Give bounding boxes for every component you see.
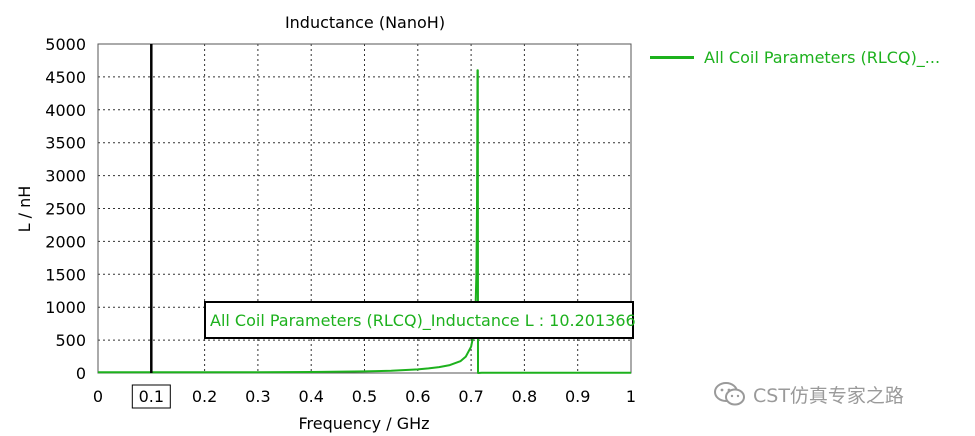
y-tick-label: 5000 [45, 35, 86, 54]
y-axis-label: L / nH [15, 186, 34, 233]
series-line [98, 69, 631, 374]
legend-label: All Coil Parameters (RLCQ)_... [704, 48, 941, 67]
x-tick-label: 0 [93, 387, 103, 406]
x-tick-label: 0.6 [405, 387, 430, 406]
x-axis-ticks: 0 0.1 0.2 0.3 0.4 0.5 0.6 0.7 0.8 0.9 1 [93, 387, 636, 406]
y-tick-label: 0 [76, 364, 86, 383]
x-tick-label: 0.7 [458, 387, 483, 406]
wechat-icon [714, 382, 745, 406]
y-tick-label: 4500 [45, 68, 86, 87]
watermark-text: CST仿真专家之路 [753, 384, 904, 407]
x-tick-label: 0.3 [245, 387, 270, 406]
x-tick-label: 0.5 [352, 387, 377, 406]
marker-layer[interactable]: 0.1 [131, 44, 171, 409]
plot-frame [97, 43, 632, 374]
watermark: CST仿真专家之路 [713, 380, 904, 408]
marker-label-box [131, 384, 171, 409]
y-tick-label: 1500 [45, 265, 86, 284]
y-tick-label: 500 [55, 331, 86, 350]
chart-title: Inductance (NanoH) [285, 13, 445, 32]
x-axis-label: Frequency / GHz [298, 414, 429, 433]
x-tick-label: 0.2 [192, 387, 217, 406]
y-tick-label: 3500 [45, 134, 86, 153]
y-tick-label: 4000 [45, 101, 86, 120]
y-tick-label: 3000 [45, 167, 86, 186]
x-tick-label: 1 [626, 387, 636, 406]
legend: All Coil Parameters (RLCQ)_... [650, 48, 940, 67]
y-axis-ticks: 0 500 1000 1500 2000 2500 3000 3500 4000 4500 5000 [45, 35, 86, 383]
x-tick-label: 0.8 [512, 387, 537, 406]
y-tick-label: 1000 [45, 298, 86, 317]
x-tick-label: 0.9 [565, 387, 590, 406]
y-tick-label: 2500 [45, 200, 86, 219]
marker-readout-text: All Coil Parameters (RLCQ)_Inductance L … [210, 310, 636, 330]
series-layer [98, 69, 631, 374]
y-tick-label: 2000 [45, 232, 86, 251]
legend-swatch [650, 56, 694, 59]
marker-label: 0.1 [139, 387, 164, 406]
marker-readout: All Coil Parameters (RLCQ)_Inductance L … [204, 301, 636, 339]
x-tick-label: 0.4 [298, 387, 323, 406]
